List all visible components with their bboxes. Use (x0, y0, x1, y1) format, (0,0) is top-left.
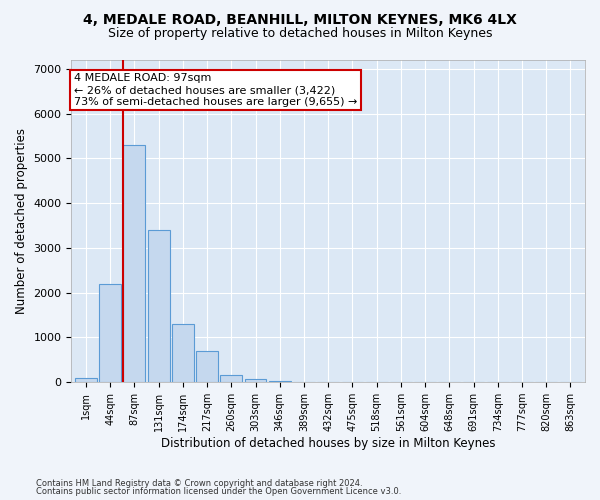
Bar (124, 145, 145, 382)
Bar (196, 351, 218, 382)
Bar (75, 378, 97, 382)
Text: Size of property relative to detached houses in Milton Keynes: Size of property relative to detached ho… (108, 28, 492, 40)
Bar (99, 284, 121, 382)
Text: 4 MEDALE ROAD: 97sqm
← 26% of detached houses are smaller (3,422)
73% of semi-de: 4 MEDALE ROAD: 97sqm ← 26% of detached h… (74, 74, 357, 106)
Text: 4, MEDALE ROAD, BEANHILL, MILTON KEYNES, MK6 4LX: 4, MEDALE ROAD, BEANHILL, MILTON KEYNES,… (83, 12, 517, 26)
Bar (148, 230, 170, 382)
Text: Contains public sector information licensed under the Open Government Licence v3: Contains public sector information licen… (36, 487, 401, 496)
Bar (245, 378, 266, 382)
Bar (172, 324, 194, 382)
Y-axis label: Number of detached properties: Number of detached properties (15, 128, 28, 314)
X-axis label: Distribution of detached houses by size in Milton Keynes: Distribution of detached houses by size … (161, 437, 496, 450)
Bar (269, 381, 290, 382)
Bar (220, 376, 242, 382)
Text: Contains HM Land Registry data © Crown copyright and database right 2024.: Contains HM Land Registry data © Crown c… (36, 479, 362, 488)
